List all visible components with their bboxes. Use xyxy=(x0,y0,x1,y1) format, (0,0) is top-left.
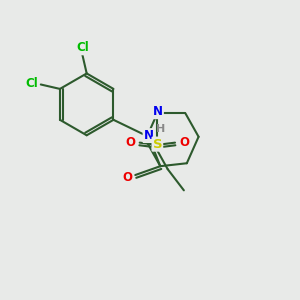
Text: O: O xyxy=(122,171,132,184)
Text: H: H xyxy=(156,124,166,134)
Text: N: N xyxy=(143,129,154,142)
Text: O: O xyxy=(179,136,190,149)
Text: O: O xyxy=(125,136,135,149)
Text: Cl: Cl xyxy=(76,41,89,54)
Text: S: S xyxy=(152,138,162,151)
Text: Cl: Cl xyxy=(26,76,38,89)
Text: N: N xyxy=(153,105,163,118)
